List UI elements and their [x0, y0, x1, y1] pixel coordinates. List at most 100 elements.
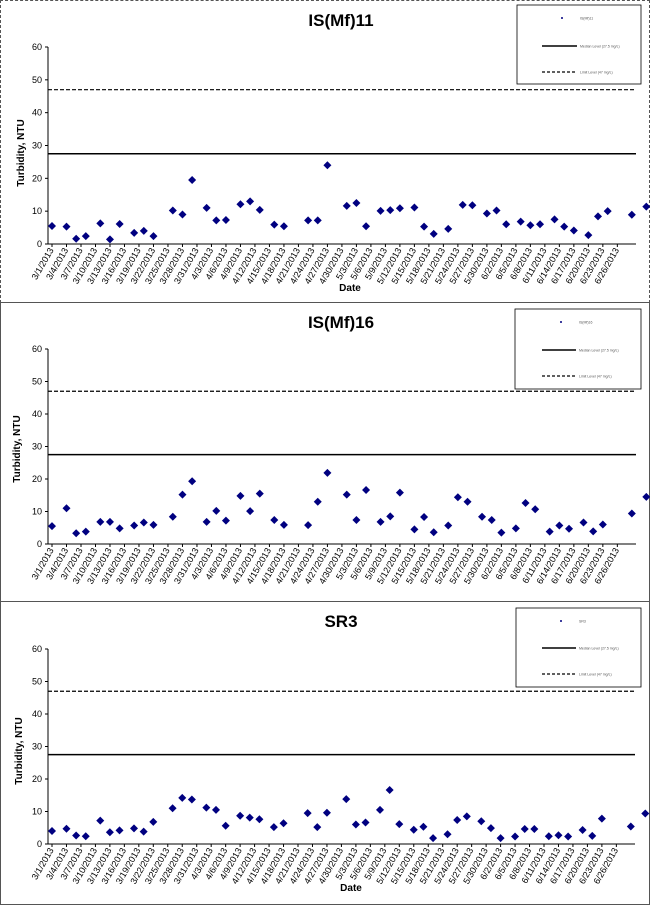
chart-svg: IS(Mf)11 Turbidity, NTU Date 0 10 20 30 40 50… [16, 4, 650, 294]
data-point [589, 527, 598, 536]
data-point [584, 231, 593, 240]
data-point [342, 795, 351, 804]
data-point [579, 518, 588, 527]
legend-entry-0: IS(Mf)16 [579, 321, 592, 325]
y-tick-label: 20 [32, 774, 42, 784]
y-tick-label: 60 [32, 42, 42, 52]
legend: IS(Mf)16 Median Level (27.5 mg/L) Limit … [514, 308, 642, 390]
y-tick-label: 30 [32, 442, 42, 452]
data-point [105, 517, 114, 526]
data-point [482, 209, 491, 218]
data-point [478, 512, 487, 521]
data-point [279, 222, 288, 231]
data-point [212, 805, 220, 814]
data-point [444, 224, 453, 233]
data-point [168, 206, 177, 215]
data-point [313, 216, 322, 225]
data-point [62, 504, 71, 513]
data-point [598, 520, 607, 529]
data-point [386, 512, 395, 521]
data-point [588, 831, 597, 840]
data-point [212, 216, 221, 225]
data-point [178, 490, 187, 499]
y-tick-label: 20 [32, 474, 42, 484]
data-point [105, 235, 114, 244]
data-point [48, 827, 56, 835]
data-point [569, 226, 578, 235]
data-point [255, 489, 264, 498]
data-point [202, 803, 211, 812]
legend-marker-icon [560, 620, 562, 622]
legend-entry-0: IS(Mf)11 [580, 17, 593, 21]
data-point [497, 528, 506, 537]
data-point [520, 825, 529, 834]
y-tick-label: 10 [32, 206, 42, 216]
data-point [279, 819, 288, 828]
data-point [72, 831, 81, 840]
data-point [420, 222, 429, 231]
data-point [477, 817, 486, 826]
data-point [536, 220, 545, 229]
data-point [530, 825, 539, 834]
data-point [178, 210, 187, 219]
data-point [564, 832, 573, 841]
data-point [410, 525, 419, 534]
data-point [453, 815, 462, 824]
data-point [96, 219, 105, 228]
y-tick-label: 0 [37, 839, 42, 849]
data-point [395, 204, 404, 213]
data-point [149, 817, 158, 826]
data-point [342, 201, 351, 210]
data-point [212, 506, 221, 515]
data-point [202, 203, 211, 212]
legend-entry-0: SR3 [579, 620, 586, 624]
data-point [376, 206, 385, 215]
legend-entry-1: Median Level (27.5 mg/L) [580, 45, 620, 49]
data-point [72, 529, 81, 538]
data-point [550, 215, 559, 224]
data-point [376, 517, 385, 526]
data-point [188, 477, 197, 486]
legend: IS(Mf)11 Median Level (27.5 mg/L) Limit … [516, 4, 642, 85]
legend-entry-2: Limit Level (47 mg/L) [580, 71, 613, 75]
chart-title: SR3 [324, 612, 357, 631]
data-point [304, 216, 313, 225]
x-axis-label: Date [339, 283, 361, 294]
data-point [492, 206, 501, 215]
data-point [521, 499, 530, 508]
data-point [130, 521, 139, 530]
data-point [594, 212, 603, 221]
x-axis-label: Date [340, 883, 362, 894]
data-point [419, 822, 428, 831]
y-tick-label: 0 [37, 539, 42, 549]
data-point [270, 220, 279, 229]
data-point [453, 493, 462, 502]
data-point [115, 219, 124, 228]
legend-entry-1: Median Level (27.5 mg/L) [579, 647, 619, 651]
data-point [565, 524, 574, 533]
y-tick-label: 40 [32, 409, 42, 419]
data-point [149, 520, 158, 529]
data-point [149, 232, 158, 241]
data-point [429, 229, 438, 238]
data-point [96, 517, 105, 526]
data-point [255, 205, 264, 214]
y-tick-label: 50 [32, 75, 42, 85]
data-point [351, 820, 360, 829]
data-point [642, 202, 650, 211]
y-axis-label: Turbidity, NTU [16, 119, 27, 186]
y-tick-label: 60 [32, 644, 42, 654]
data-point [429, 834, 438, 843]
data-point [236, 491, 245, 500]
data-point [81, 832, 90, 841]
data-point [511, 524, 520, 533]
data-point [221, 516, 230, 525]
data-point [554, 831, 563, 840]
data-point [486, 824, 495, 833]
data-point [462, 812, 471, 821]
data-point [303, 809, 312, 818]
data-point [245, 813, 254, 822]
data-point [187, 795, 196, 804]
data-point [105, 828, 114, 837]
